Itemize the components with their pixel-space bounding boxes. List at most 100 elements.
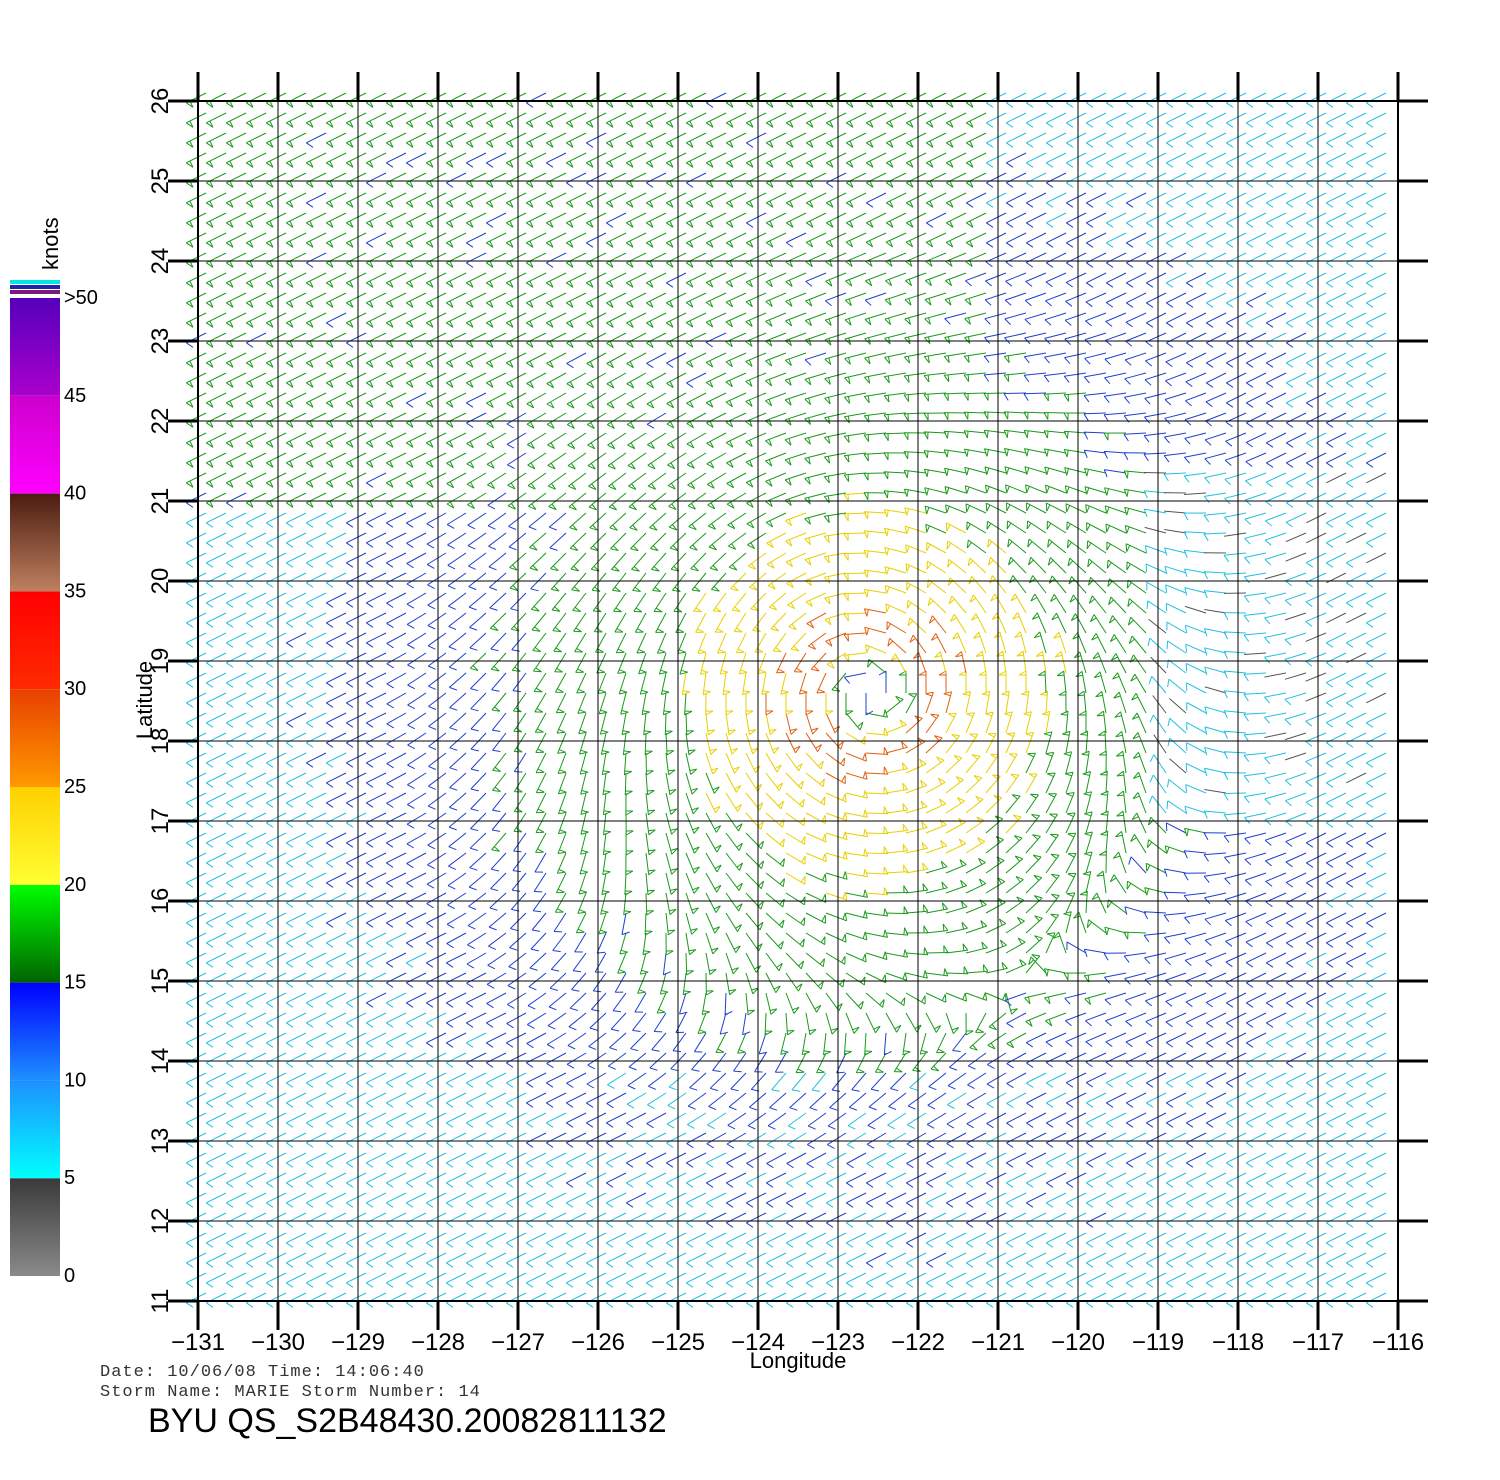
wind-barb-feather	[779, 858, 785, 865]
wind-barb	[1245, 932, 1267, 943]
wind-barb-feather	[738, 1049, 746, 1053]
wind-barb-feather	[266, 982, 274, 988]
wind-barb-feather	[606, 1103, 614, 1109]
wind-barb-feather	[972, 754, 981, 757]
wind-barb-feather	[1132, 732, 1139, 740]
wind-barb	[786, 1172, 807, 1184]
wind-barb	[406, 592, 427, 605]
wind-barb	[906, 1232, 927, 1244]
wind-barb	[1144, 952, 1167, 959]
wind-barb-feather	[266, 1142, 274, 1148]
wind-barb-feather	[386, 1142, 394, 1148]
wind-barb-feather	[1035, 650, 1043, 657]
wind-barb-feather	[589, 1027, 598, 1031]
wind-barb	[906, 581, 927, 594]
wind-barb	[486, 1172, 507, 1184]
wind-barb-feather	[346, 1142, 354, 1148]
wind-barb-feather	[1028, 959, 1035, 965]
wind-barb	[506, 1232, 527, 1244]
wind-barb-feather	[466, 1122, 474, 1128]
wind-barb	[428, 692, 447, 707]
wind-barb-feather	[486, 983, 495, 989]
wind-barb	[1125, 992, 1147, 1001]
wind-barb	[622, 732, 627, 755]
wind-barb	[1266, 1232, 1287, 1244]
wind-barb-feather	[186, 622, 194, 628]
wind-barb-feather	[566, 1182, 574, 1188]
wind-barb-feather	[769, 728, 777, 732]
wind-barb-feather	[862, 953, 866, 961]
wind-barb	[346, 1152, 367, 1164]
wind-barb	[266, 1272, 287, 1284]
wind-barb	[985, 944, 1007, 954]
wind-barb-feather	[882, 951, 886, 959]
wind-barb-feather	[569, 1007, 578, 1011]
wind-barb	[1185, 624, 1207, 634]
wind-barb-feather	[246, 902, 254, 908]
wind-barb	[1266, 952, 1287, 964]
wind-barb	[1126, 1092, 1147, 1104]
wind-barb	[186, 1072, 207, 1084]
wind-barb	[888, 1092, 907, 1107]
wind-barb	[186, 672, 207, 684]
wind-barb-feather	[186, 902, 194, 908]
wind-barb	[246, 792, 267, 804]
wind-barb-feather	[745, 710, 754, 716]
wind-barb	[925, 992, 947, 1003]
wind-barb-feather	[856, 1071, 865, 1074]
wind-barb-feather	[714, 926, 721, 934]
wind-barb-feather	[908, 693, 915, 698]
wind-barb-feather	[906, 1282, 914, 1288]
wind-barb-feather	[1165, 1021, 1173, 1028]
wind-barb-feather	[644, 750, 653, 756]
wind-barb	[533, 672, 547, 692]
wind-barb-feather	[942, 923, 945, 931]
wind-barb-feather	[286, 862, 294, 868]
wind-barb-feather	[1125, 1061, 1133, 1068]
wind-barb	[752, 612, 767, 631]
wind-barb-feather	[448, 646, 457, 651]
wind-barb-feather	[386, 1122, 394, 1128]
wind-barb-feather	[246, 722, 254, 728]
wind-barb-feather	[1246, 982, 1254, 988]
wind-barb	[785, 912, 805, 927]
wind-barb-feather	[306, 722, 314, 728]
wind-barb-feather	[426, 942, 434, 948]
wind-barb-feather	[1056, 670, 1064, 677]
wind-barb-feather	[658, 649, 666, 653]
wind-barb-feather	[537, 728, 544, 733]
wind-barb-feather	[1185, 663, 1188, 672]
wind-barb-feather	[470, 708, 479, 712]
wind-barb-feather	[226, 822, 234, 828]
wind-barb-feather	[612, 1010, 622, 1013]
wind-barb-feather	[986, 1083, 995, 1089]
wind-barb-feather	[626, 1182, 634, 1188]
wind-barb-feather	[386, 922, 394, 928]
wind-barb-feather	[426, 1102, 434, 1108]
wind-barb-feather	[286, 1262, 294, 1268]
wind-barb-feather	[827, 1125, 836, 1130]
wind-barb	[468, 592, 487, 608]
wind-barb-feather	[266, 742, 274, 748]
wind-barb-feather	[671, 848, 678, 855]
wind-barb-feather	[366, 622, 374, 628]
wind-barb	[1366, 752, 1387, 764]
wind-barb	[785, 972, 799, 992]
wind-barb-feather	[1326, 1282, 1334, 1288]
wind-barb-feather	[1203, 875, 1210, 883]
wind-barb	[1346, 1192, 1367, 1204]
wind-barb	[626, 1172, 647, 1184]
wind-barb	[186, 912, 207, 924]
wind-barb	[406, 1032, 427, 1044]
wind-barb	[1045, 1012, 1067, 1022]
wind-barb	[226, 912, 247, 924]
wind-barb	[965, 820, 985, 834]
wind-barb-feather	[846, 1202, 854, 1208]
wind-barb	[428, 652, 447, 667]
wind-barb-feather	[386, 703, 395, 709]
wind-barb	[905, 693, 918, 714]
wind-barb-feather	[1166, 1062, 1174, 1068]
wind-barb-feather	[366, 722, 374, 728]
wind-barb	[1025, 773, 1038, 794]
wind-barb-feather	[993, 631, 1001, 639]
